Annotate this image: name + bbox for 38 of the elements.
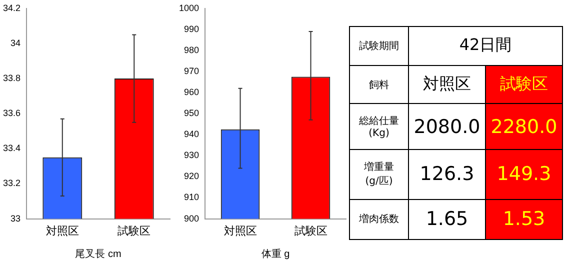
text: 42日間: [408, 26, 562, 66]
y-tick-label: 990: [184, 24, 200, 34]
x-tick-label: 試験区: [294, 224, 328, 238]
text: 試験期間: [350, 26, 408, 66]
y-tick-label: 1000: [178, 2, 200, 13]
y-tick-label: 900: [184, 213, 200, 224]
y-tick-label: 960: [184, 87, 200, 98]
y-tick-label: 33.6: [2, 108, 21, 118]
y-tick-label: 970: [184, 66, 200, 76]
y-tick-label: 33.2: [2, 178, 21, 188]
text: 126.3: [408, 149, 486, 200]
y-tick-label: 33: [10, 213, 21, 224]
y-tick-label: 930: [184, 150, 200, 160]
text: 試験区: [486, 65, 562, 104]
text: 増肉係数: [350, 199, 408, 240]
x-tick-label: 試験区: [118, 224, 151, 238]
text: 2080.0: [408, 104, 486, 150]
y-tick-label: 33.4: [2, 143, 21, 154]
y-tick-label: 940: [184, 129, 200, 140]
y-tick-label: 920: [184, 171, 200, 182]
y-tick-label: 33.8: [2, 73, 21, 84]
text: 1.65: [408, 199, 486, 240]
text: 対照区: [408, 65, 486, 104]
y-tick-label: 910: [184, 192, 200, 202]
y-tick-label: 980: [184, 44, 200, 55]
x-tick-label: 対照区: [224, 224, 257, 238]
text: 2280.0: [486, 104, 562, 150]
y-tick-label: 34: [10, 38, 21, 48]
y-tick-label: 34.2: [2, 2, 21, 13]
x-axis-title: 尾叉長 cm: [75, 248, 122, 260]
x-tick-label: 対照区: [46, 224, 79, 238]
y-tick-label: 950: [184, 108, 200, 118]
x-axis-title: 体重 g: [261, 248, 290, 260]
text: 1.53: [486, 199, 562, 240]
text: 飼料: [350, 65, 408, 104]
text: 総給仕量 (Kg): [350, 104, 408, 150]
text: 149.3: [486, 149, 562, 200]
text: 増重量 (g/匹): [350, 149, 408, 200]
